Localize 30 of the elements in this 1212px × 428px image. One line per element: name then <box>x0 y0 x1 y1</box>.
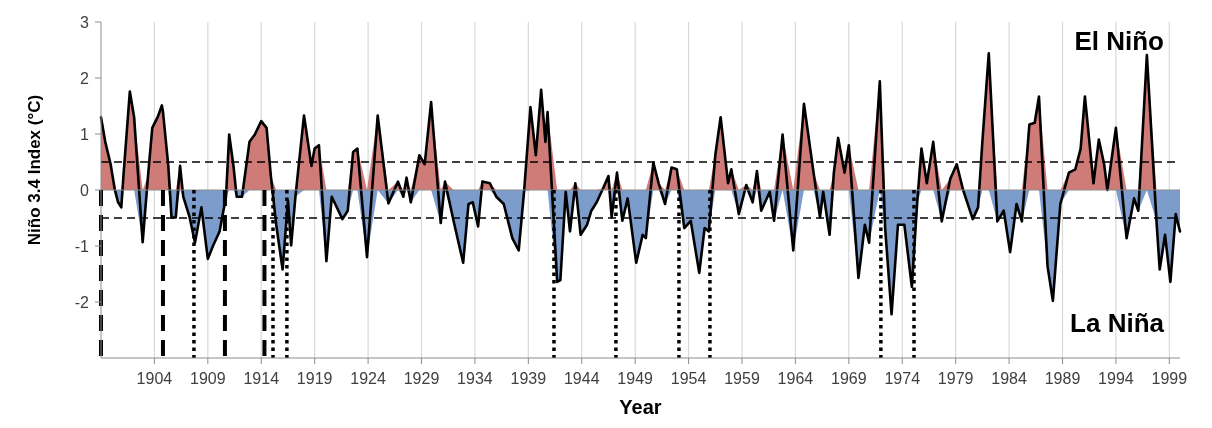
x-tick-label: 1924 <box>350 370 386 387</box>
x-tick-label: 1969 <box>831 370 867 387</box>
x-tick-label: 1909 <box>190 370 226 387</box>
x-tick-label: 1939 <box>510 370 547 387</box>
annotation: El Niño <box>1074 26 1164 56</box>
x-tick-label: 1979 <box>937 370 974 387</box>
x-tick-label: 1954 <box>670 370 707 387</box>
x-tick-label: 1989 <box>1044 370 1081 387</box>
x-tick-label: 1934 <box>457 370 493 387</box>
x-tick-label: 1929 <box>403 370 440 387</box>
x-axis-title: Year <box>619 396 662 418</box>
y-tick-label: 2 <box>80 69 90 87</box>
x-tick-label: 1949 <box>617 370 654 387</box>
x-tick-label: 1919 <box>296 370 333 387</box>
y-axis-title: Niño 3.4 Index (°C) <box>25 94 44 246</box>
x-tick-label: 1999 <box>1151 370 1188 387</box>
y-tick-label: -2 <box>74 293 90 311</box>
annotation: La Niña <box>1070 308 1165 338</box>
x-tick-label: 1914 <box>243 370 280 387</box>
x-tick-label: 1984 <box>991 370 1027 387</box>
x-tick-label: 1994 <box>1098 370 1134 387</box>
y-tick-label: -1 <box>74 237 90 255</box>
x-tick-label: 1959 <box>724 370 760 387</box>
y-tick-label: 0 <box>80 181 90 199</box>
x-tick-label: 1974 <box>884 370 921 387</box>
x-tick-label: 1904 <box>136 370 173 387</box>
x-tick-label: 1964 <box>777 370 814 387</box>
x-tick-label: 1944 <box>563 370 600 387</box>
y-tick-label: 1 <box>80 125 90 143</box>
y-tick-label: 3 <box>80 13 90 31</box>
